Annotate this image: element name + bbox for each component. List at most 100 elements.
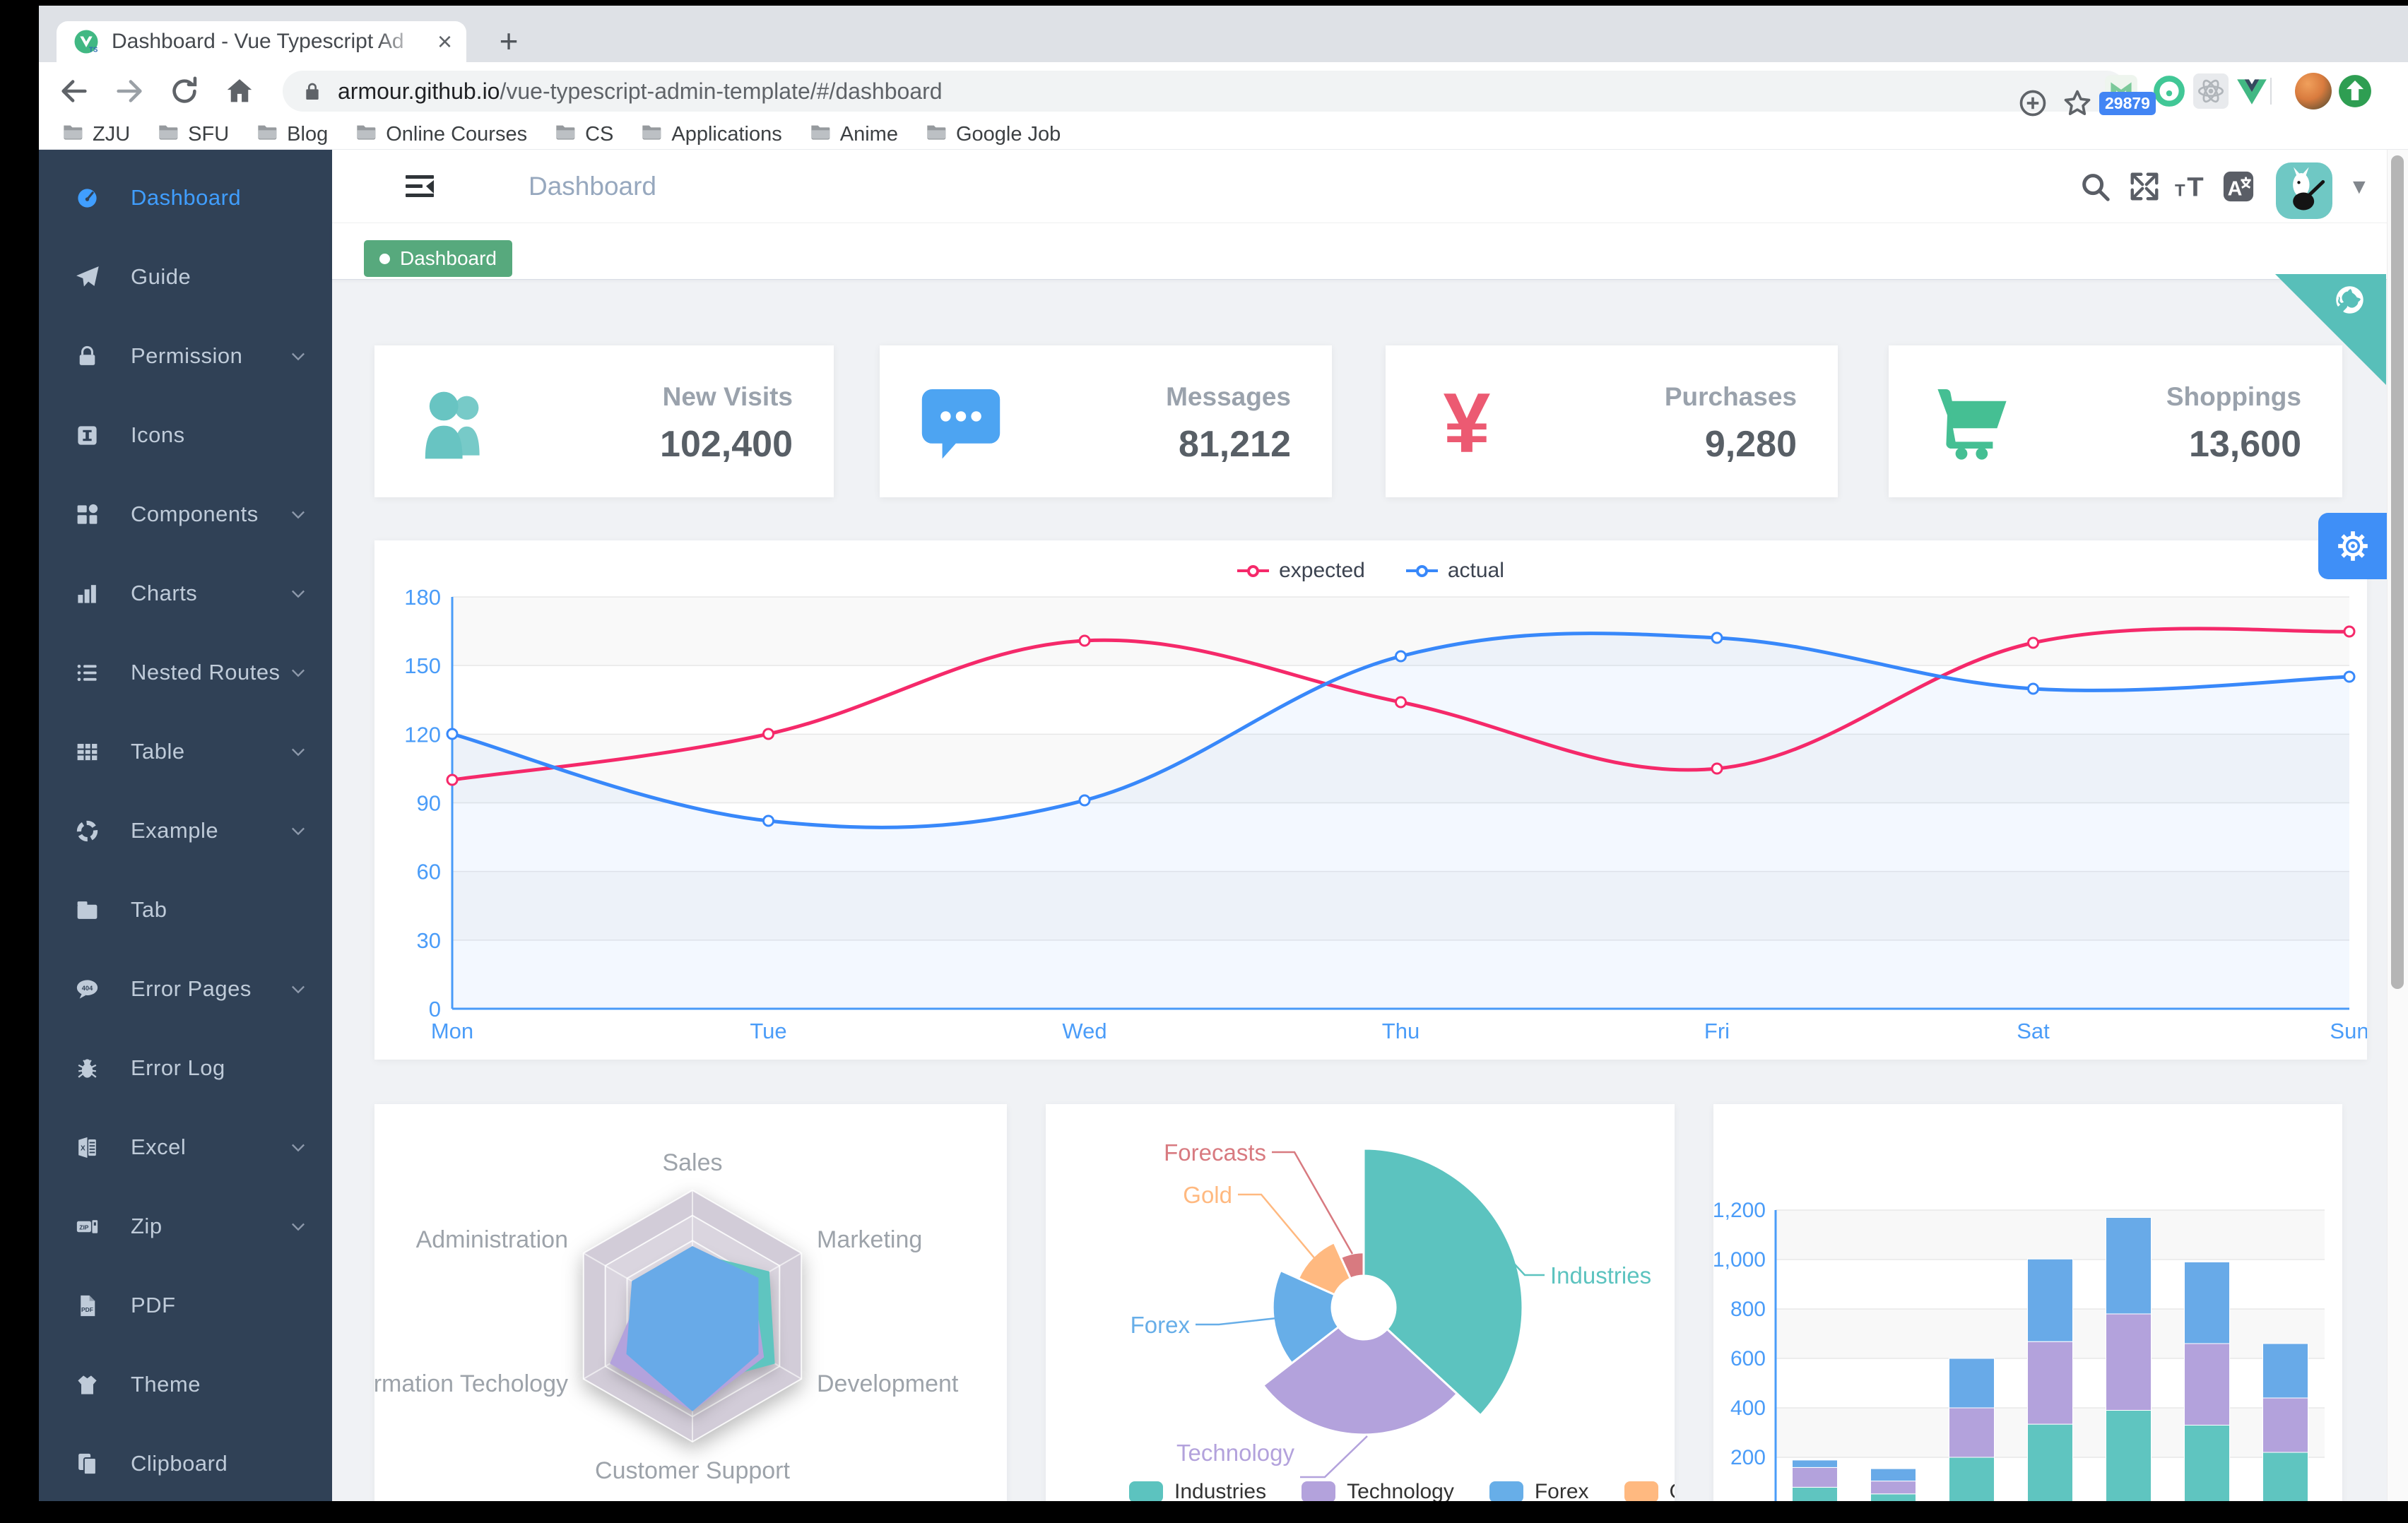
search-icon[interactable] [2079,170,2111,203]
folder-icon [554,121,577,149]
svg-text:200: 200 [1730,1446,1766,1469]
tag-active-dot [379,253,390,264]
svg-text:0: 0 [429,997,441,1021]
page-scrollbar[interactable] [2387,150,2408,1501]
legend-item-expected[interactable]: expected [1237,559,1365,583]
back-icon[interactable] [58,75,90,107]
bookmark-label: Online Courses [386,123,528,146]
sidebar-item-nested-routes[interactable]: Nested Routes [39,633,332,712]
message-icon [919,381,1003,466]
bookmark-item[interactable]: CS [554,121,613,149]
legend-item-actual[interactable]: actual [1405,559,1504,583]
github-corner[interactable] [2275,274,2386,385]
bookmark-star-icon[interactable] [2062,88,2093,119]
tab-close-icon[interactable]: × [437,27,452,56]
chrome-update-icon[interactable] [2337,73,2373,109]
sidebar-item-clipboard[interactable]: Clipboard [39,1424,332,1501]
fullscreen-icon[interactable] [2128,170,2161,203]
sidebar-item-error-log[interactable]: Error Log [39,1029,332,1108]
sidebar-item-example[interactable]: Example [39,791,332,870]
sidebar-item-components[interactable]: Components [39,475,332,554]
forward-icon[interactable] [113,75,146,107]
folder-icon [355,121,377,149]
svg-text:Technology: Technology [1176,1440,1294,1466]
sidebar-item-zip[interactable]: ZIP Zip [39,1187,332,1266]
sidebar-item-table[interactable]: Table [39,712,332,791]
url-bar[interactable]: armour.github.io/vue-typescript-admin-te… [283,71,2127,117]
svg-text:Sun: Sun [2330,1019,2367,1043]
bookmark-item[interactable]: Google Job [925,121,1061,149]
sidebar-item-excel[interactable]: X Excel [39,1108,332,1187]
toolbar-divider [2270,78,2272,105]
svg-text:800: 800 [1730,1298,1766,1321]
panel-card-shoppings[interactable]: Shoppings 13,600 [1889,345,2342,497]
zoom-plus-icon[interactable] [2017,88,2048,119]
pie-legend-item-forex[interactable]: Forex [1489,1480,1589,1501]
reload-icon[interactable] [168,75,201,107]
dashboard-icon [74,185,100,211]
user-avatar[interactable] [2276,162,2332,219]
bookmark-item[interactable]: Online Courses [355,121,527,149]
caret-down-icon[interactable]: ▼ [2349,175,2370,198]
bar-chart-icon [74,581,100,607]
chrome-profile-avatar[interactable] [2295,73,2332,109]
bookmark-item[interactable]: Anime [809,121,898,149]
sidebar-item-label: Charts [131,581,198,605]
tab-title: Dashboard - Vue Typescript Ad [112,30,404,53]
sidebar-item-theme[interactable]: Theme [39,1345,332,1424]
money-icon: ¥ [1424,376,1509,470]
bar-chart-card: 200 400 600 800 1,000 1,200 [1713,1104,2342,1501]
sidebar-item-tab[interactable]: Tab [39,870,332,949]
bookmarks-bar: ZJU SFU Blog Online Courses CS Applications An… [39,120,2408,150]
browser-tab[interactable]: TS Dashboard - Vue Typescript Ad × [57,21,466,62]
sidebar-item-label: Zip [131,1214,163,1238]
vue-devtools-icon[interactable] [2234,73,2270,109]
new-tab-button[interactable]: + [499,23,519,59]
pie-legend-item-technology[interactable]: Technology [1302,1480,1454,1501]
svg-text:T: T [2187,172,2203,202]
theme-icon [74,1372,100,1398]
nested-routes-icon [74,660,100,686]
panel-card-value: 81,212 [1178,424,1291,465]
pie-legend-item-gold[interactable]: Gold [1624,1480,1675,1501]
svg-text:400: 400 [1730,1397,1766,1420]
pdf-icon: PDF [74,1293,100,1319]
tag-label: Dashboard [400,247,497,269]
svg-text:Wed: Wed [1062,1019,1106,1043]
svg-text:30: 30 [417,928,441,953]
bookmark-item[interactable]: Applications [640,121,782,149]
panel-card-title: Messages [1166,382,1291,411]
hamburger-icon[interactable] [403,170,437,203]
sidebar-item-guide[interactable]: Guide [39,237,332,316]
scrollbar-thumb[interactable] [2391,155,2404,989]
sidebar-item-label: PDF [131,1293,176,1317]
sidebar-item-dashboard[interactable]: Dashboard [39,158,332,237]
panel-card-messages[interactable]: Messages 81,212 [880,345,1332,497]
pie-legend-item-industries[interactable]: Industries [1129,1480,1266,1501]
sidebar-item-charts[interactable]: Charts [39,554,332,633]
svg-text:Sales: Sales [662,1149,722,1176]
home-icon[interactable] [223,75,256,107]
sidebar-item-permission[interactable]: Permission [39,316,332,396]
sidebar-item-icons[interactable]: Icons [39,396,332,475]
tag-dashboard[interactable]: Dashboard [364,240,512,277]
pie-legend-label: Industries [1174,1480,1267,1501]
error-404-icon: 404 [74,976,100,1002]
bookmark-item[interactable]: ZJU [61,121,130,149]
settings-gear-button[interactable] [2318,513,2387,579]
panel-card-purchases[interactable]: ¥ Purchases 9,280 [1386,345,1838,497]
translate-icon[interactable]: A [2222,170,2255,203]
sidebar-item-label: Example [131,818,219,843]
svg-text:Mon: Mon [431,1019,473,1043]
sidebar-item-error-pages[interactable]: 404 Error Pages [39,949,332,1029]
sidebar-item-pdf[interactable]: PDF PDF [39,1266,332,1345]
bookmark-item[interactable]: Blog [256,121,328,149]
extension-ring-icon[interactable] [2152,73,2187,109]
react-devtools-icon[interactable] [2193,73,2229,109]
bookmark-item[interactable]: SFU [157,121,229,149]
bookmark-label: Applications [671,123,782,146]
bookmark-label: Blog [287,123,329,146]
panel-card-new-visits[interactable]: New Visits 102,400 [374,345,834,497]
